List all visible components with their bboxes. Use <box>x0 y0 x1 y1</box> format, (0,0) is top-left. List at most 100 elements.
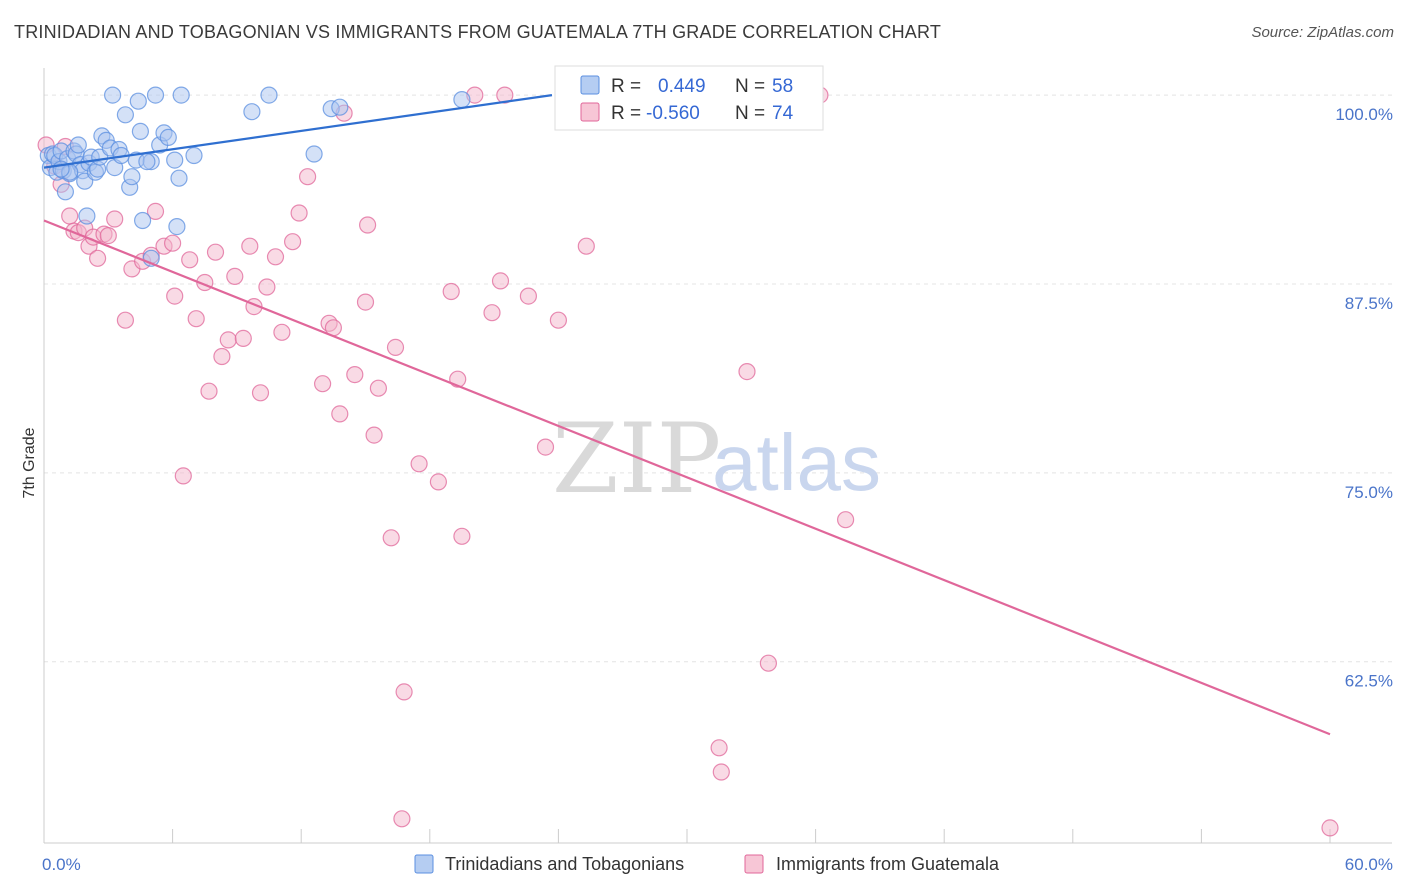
trend-lines <box>43 94 1331 736</box>
trend-line-guatemala <box>43 219 1331 736</box>
y-tick-label-3: 100.0% <box>1335 105 1393 124</box>
guatemala-point-30 <box>226 267 244 285</box>
watermark: ZIP atlas <box>552 403 881 515</box>
guatemala-point-35 <box>258 278 276 296</box>
watermark-zip: ZIP <box>552 403 721 515</box>
trinidad-point-30 <box>123 168 141 186</box>
chart-title: TRINIDADIAN AND TOBAGONIAN VS IMMIGRANTS… <box>14 22 942 42</box>
guatemala-point-57 <box>442 282 460 301</box>
trinidad-point-39 <box>159 128 177 146</box>
series-guatemala-points <box>37 86 1339 837</box>
bottom-legend-swatch-pink <box>744 854 764 874</box>
trinidad-point-17 <box>78 207 96 225</box>
x-tick-label-1: 60.0% <box>1345 855 1393 874</box>
guatemala-point-66 <box>549 311 568 329</box>
guatemala-point-59 <box>453 527 471 545</box>
guatemala-point-20 <box>164 234 182 252</box>
source-credit: Source: ZipAtlas.com <box>1251 24 1394 41</box>
trinidad-point-28 <box>116 106 135 124</box>
guatemala-point-63 <box>496 86 514 104</box>
guatemala-point-68 <box>710 739 728 757</box>
guatemala-point-29 <box>219 331 237 349</box>
trinidad-point-13 <box>69 136 87 154</box>
guatemala-point-31 <box>234 329 252 347</box>
y-tick-labels: 62.5% 75.0% 87.5% 100.0% <box>1335 105 1393 691</box>
guatemala-point-24 <box>187 310 205 328</box>
guatemala-point-38 <box>284 233 302 251</box>
guatemala-point-49 <box>365 426 383 444</box>
guatemala-point-23 <box>181 251 199 269</box>
legend-r-value-2: -0.560 <box>646 103 700 124</box>
trinidad-point-8 <box>56 183 75 201</box>
trinidad-point-48 <box>260 86 278 104</box>
bottom-legend-label-guatemala: Immigrants from Guatemala <box>776 854 1000 874</box>
trinidad-point-36 <box>146 86 165 104</box>
trinidad-point-34 <box>134 211 152 230</box>
guatemala-point-70 <box>738 363 756 381</box>
legend-n-value-2: 74 <box>772 103 794 124</box>
trinidad-point-41 <box>168 218 186 236</box>
guatemala-point-69 <box>712 763 730 781</box>
guatemala-point-27 <box>206 243 225 261</box>
guatemala-point-34 <box>251 384 270 402</box>
trinidad-point-49 <box>305 145 323 163</box>
guatemala-point-41 <box>314 375 332 393</box>
guatemala-point-55 <box>410 455 428 473</box>
y-tick-label-0: 62.5% <box>1345 672 1393 691</box>
trinidad-point-42 <box>170 169 188 187</box>
guatemala-point-39 <box>290 204 308 222</box>
guatemala-point-67 <box>577 237 595 255</box>
guatemala-point-73 <box>836 511 855 529</box>
y-tick-label-1: 75.0% <box>1345 483 1393 502</box>
axes <box>43 68 1392 844</box>
guatemala-point-65 <box>536 438 555 456</box>
trinidad-point-45 <box>138 153 156 171</box>
gridlines <box>44 94 1392 663</box>
trinidad-point-43 <box>172 86 190 104</box>
guatemala-point-62 <box>491 272 510 290</box>
trinidad-point-51 <box>331 98 349 116</box>
trinidad-point-44 <box>103 86 122 104</box>
guatemala-point-14 <box>116 311 135 329</box>
guatemala-point-52 <box>386 338 405 356</box>
guatemala-point-28 <box>213 347 231 366</box>
legend-r-value-1: 0.449 <box>658 76 706 97</box>
watermark-atlas: atlas <box>712 418 881 507</box>
legend-r-label-1: R = <box>611 76 641 97</box>
guatemala-point-32 <box>241 237 259 255</box>
legend-n-label-2: N = <box>735 103 765 124</box>
guatemala-point-74 <box>1321 819 1339 837</box>
guatemala-point-18 <box>146 202 165 220</box>
guatemala-point-50 <box>369 379 387 397</box>
trinidad-point-52 <box>453 90 471 109</box>
x-tick-labels: 0.0% 60.0% <box>42 855 1393 874</box>
legend-swatch-blue <box>580 75 600 95</box>
trend-line-trinidad <box>43 94 553 169</box>
guatemala-point-36 <box>266 248 285 266</box>
guatemala-point-40 <box>299 168 317 186</box>
guatemala-point-61 <box>483 304 501 322</box>
guatemala-point-54 <box>395 683 413 701</box>
guatemala-point-10 <box>88 249 107 267</box>
bottom-legend: Trinidadians and Tobagonians Immigrants … <box>414 854 1000 874</box>
legend-n-value-1: 58 <box>772 76 793 97</box>
guatemala-point-12 <box>99 227 117 245</box>
legend-n-label-1: N = <box>735 76 765 97</box>
guatemala-point-48 <box>359 216 377 234</box>
guatemala-point-26 <box>200 382 218 400</box>
guatemala-point-21 <box>166 287 184 305</box>
trinidad-point-33 <box>131 122 149 140</box>
bottom-legend-label-trinidad: Trinidadians and Tobagonians <box>445 854 684 874</box>
legend-r-label-2: R = <box>611 103 641 124</box>
guatemala-point-46 <box>346 366 364 384</box>
x-tick-label-0: 0.0% <box>42 855 81 874</box>
guatemala-point-22 <box>174 467 192 485</box>
trinidad-point-40 <box>166 151 184 169</box>
bottom-legend-swatch-blue <box>414 854 434 874</box>
guatemala-point-4 <box>61 207 79 225</box>
y-axis-title: 7th Grade <box>21 427 38 498</box>
guatemala-point-53 <box>393 810 411 828</box>
trinidad-point-46 <box>185 146 203 165</box>
legend-swatch-pink <box>580 102 600 122</box>
